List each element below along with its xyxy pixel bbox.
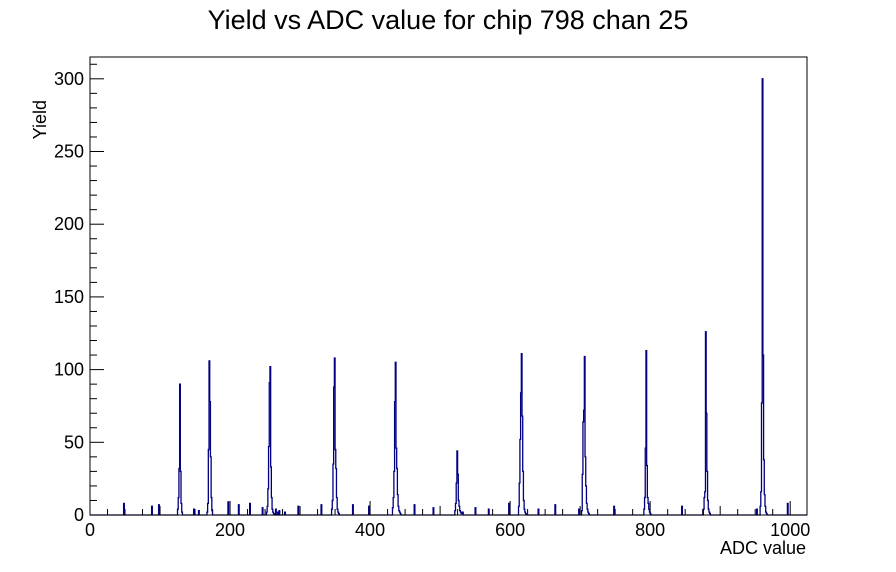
y-tick-label: 200 [54, 214, 84, 234]
x-tick-label: 200 [215, 520, 245, 540]
x-tick-label: 0 [85, 520, 95, 540]
x-tick-label: 1000 [770, 520, 810, 540]
y-tick-label: 250 [54, 142, 84, 162]
x-axis-label: ADC value [720, 538, 806, 558]
y-tick-label: 150 [54, 287, 84, 307]
x-tick-label: 600 [495, 520, 525, 540]
y-tick-label: 100 [54, 360, 84, 380]
plot-frame [89, 56, 808, 516]
chart-title: Yield vs ADC value for chip 798 chan 25 [208, 5, 689, 35]
x-tick-label: 800 [635, 520, 665, 540]
y-tick-label: 300 [54, 69, 84, 89]
y-axis-label: Yield [30, 100, 50, 139]
tick-labels: 0 200 400 600 800 1000 0 50 100 150 200 250 300 [54, 69, 810, 540]
y-tick-label: 50 [64, 432, 84, 452]
y-tick-label: 0 [74, 505, 84, 525]
x-tick-label: 400 [355, 520, 385, 540]
